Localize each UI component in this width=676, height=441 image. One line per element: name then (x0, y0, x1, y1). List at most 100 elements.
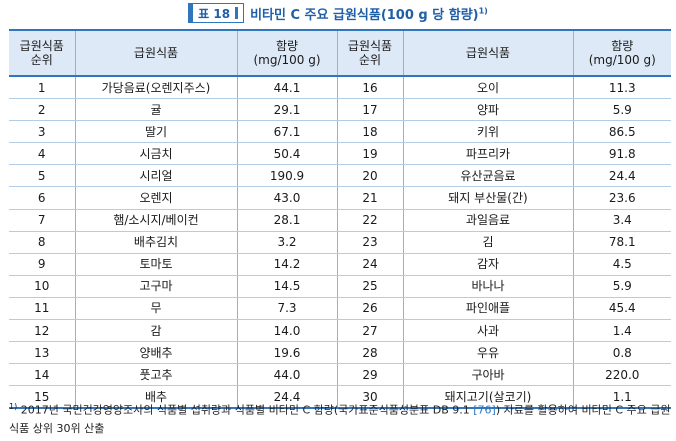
food-cell: 유산균음료 (402, 164, 574, 188)
food-cell: 양파 (402, 98, 574, 122)
vitamin-c-sources-table: 급원식품 순위 급원식품 함량 (mg/100 g) 급원식품 순위 급원식품 함량 (mg/10… (9, 29, 671, 410)
table-row: 1 가당음료(오렌지주스) 44.1 16 오이 11.3 (9, 76, 671, 100)
rank-cell: 27 (336, 319, 404, 343)
rank-cell: 1 (9, 76, 76, 100)
header-food: 급원식품 (74, 29, 238, 77)
amount-cell: 43.0 (236, 186, 338, 210)
table-row: 6 오렌지 43.0 21 돼지 부산물(간) 23.6 (9, 186, 671, 210)
amount-cell: 1.1 (572, 385, 671, 410)
food-cell: 우유 (402, 341, 574, 365)
rank-cell: 8 (9, 231, 76, 254)
rank-cell: 19 (336, 142, 404, 166)
amount-cell: 28.1 (236, 209, 338, 232)
table-row: 2 귤 29.1 17 양파 5.9 (9, 98, 671, 122)
amount-cell: 3.4 (572, 209, 671, 232)
food-cell: 김 (402, 231, 574, 254)
footnote-text-end: ) 자료를 활용하여 비타민 C 주요 급원식품 상위 30위 산출 (9, 403, 671, 435)
food-cell: 감 (74, 319, 238, 343)
food-cell: 양배추 (74, 341, 238, 365)
amount-cell: 5.9 (572, 275, 671, 298)
rank-cell: 6 (9, 186, 76, 210)
amount-cell: 1.4 (572, 319, 671, 343)
rank-cell: 10 (9, 275, 76, 298)
food-cell: 돼지고기(살코기) (402, 385, 574, 410)
rank-cell: 11 (9, 297, 76, 321)
rank-cell: 2 (9, 98, 76, 122)
food-cell: 구아바 (402, 363, 574, 387)
amount-cell: 45.4 (572, 297, 671, 321)
amount-cell: 14.2 (236, 253, 338, 276)
amount-cell: 5.9 (572, 98, 671, 122)
food-cell: 파프리카 (402, 142, 574, 166)
food-cell: 사과 (402, 319, 574, 343)
food-cell: 오이 (402, 76, 574, 100)
rank-cell: 3 (9, 120, 76, 144)
amount-cell: 24.4 (572, 164, 671, 188)
rank-cell: 28 (336, 341, 404, 365)
footnote: 1) 2017년 국민건강영양조사의 식품별 섭취량과 식품별 비타민 C 함량… (9, 398, 671, 438)
table-row: 5 시리얼 190.9 20 유산균음료 24.4 (9, 164, 671, 188)
amount-cell: 50.4 (236, 142, 338, 166)
table-caption-text: 비타민 C 주요 급원식품(100 g 당 함량) (250, 7, 479, 23)
table-row: 4 시금치 50.4 19 파프리카 91.8 (9, 142, 671, 166)
table-row: 11 무 7.3 26 파인애플 45.4 (9, 297, 671, 321)
amount-cell: 24.4 (236, 385, 338, 410)
amount-cell: 78.1 (572, 231, 671, 254)
rank-cell: 5 (9, 164, 76, 188)
header-rank: 급원식품 순위 (9, 29, 76, 77)
rank-cell: 9 (9, 253, 76, 276)
title-footnote-mark: 1) (478, 6, 488, 16)
food-cell: 딸기 (74, 120, 238, 144)
table-row: 7 햄/소시지/베이컨 28.1 22 과일음료 3.4 (9, 209, 671, 232)
table-row: 15 배추 24.4 30 돼지고기(살코기) 1.1 (9, 385, 671, 410)
rank-cell: 17 (336, 98, 404, 122)
food-cell: 햄/소시지/베이컨 (74, 209, 238, 232)
badge-bar (189, 4, 194, 22)
table-row: 10 고구마 14.5 25 바나나 5.9 (9, 275, 671, 298)
amount-cell: 11.3 (572, 76, 671, 100)
header-food-2: 급원식품 (402, 29, 574, 77)
amount-cell: 3.2 (236, 231, 338, 254)
amount-cell: 190.9 (236, 164, 338, 188)
rank-cell: 7 (9, 209, 76, 232)
amount-cell: 67.1 (236, 120, 338, 144)
header-amount: 함량 (mg/100 g) (236, 29, 338, 77)
food-cell: 바나나 (402, 275, 574, 298)
rank-cell: 23 (336, 231, 404, 254)
amount-cell: 23.6 (572, 186, 671, 210)
food-cell: 돼지 부산물(간) (402, 186, 574, 210)
amount-cell: 14.0 (236, 319, 338, 343)
amount-cell: 19.6 (236, 341, 338, 365)
table-row: 9 토마토 14.2 24 감자 4.5 (9, 253, 671, 276)
rank-cell: 12 (9, 319, 76, 343)
header-row: 급원식품 순위 급원식품 함량 (mg/100 g) 급원식품 순위 급원식품 함량 (mg/10… (9, 29, 671, 77)
food-cell: 오렌지 (74, 186, 238, 210)
amount-cell: 4.5 (572, 253, 671, 276)
rank-cell: 21 (336, 186, 404, 210)
amount-cell: 44.0 (236, 363, 338, 387)
rank-cell: 24 (336, 253, 404, 276)
amount-cell: 91.8 (572, 142, 671, 166)
amount-cell: 14.5 (236, 275, 338, 298)
reference-link[interactable]: [76] (473, 403, 496, 417)
food-cell: 키위 (402, 120, 574, 144)
rank-cell: 15 (9, 385, 76, 410)
amount-cell: 0.8 (572, 341, 671, 365)
table-body: 1 가당음료(오렌지주스) 44.1 16 오이 11.3 2 귤 29.1 17 양파 5.9 3 딸기… (9, 76, 671, 410)
header-rank-2: 급원식품 순위 (336, 29, 404, 77)
amount-cell: 7.3 (236, 297, 338, 321)
food-cell: 파인애플 (402, 297, 574, 321)
table-row: 12 감 14.0 27 사과 1.4 (9, 319, 671, 343)
amount-cell: 29.1 (236, 98, 338, 122)
table-caption: 비타민 C 주요 급원식품(100 g 당 함량)1) (250, 4, 488, 23)
header-amount-2: 함량 (mg/100 g) (572, 29, 671, 77)
rank-cell: 18 (336, 120, 404, 144)
footnote-mark: 1) (9, 402, 18, 411)
rank-cell: 29 (336, 363, 404, 387)
food-cell: 배추김치 (74, 231, 238, 254)
food-cell: 시리얼 (74, 164, 238, 188)
footnote-text-start: 2017년 국민건강영양조사의 식품별 섭취량과 식품별 비타민 C 함량(국가… (20, 403, 474, 417)
food-cell: 풋고추 (74, 363, 238, 387)
food-cell: 가당음료(오렌지주스) (74, 76, 238, 100)
table-title: 표 18 비타민 C 주요 급원식품(100 g 당 함량)1) (0, 0, 676, 26)
